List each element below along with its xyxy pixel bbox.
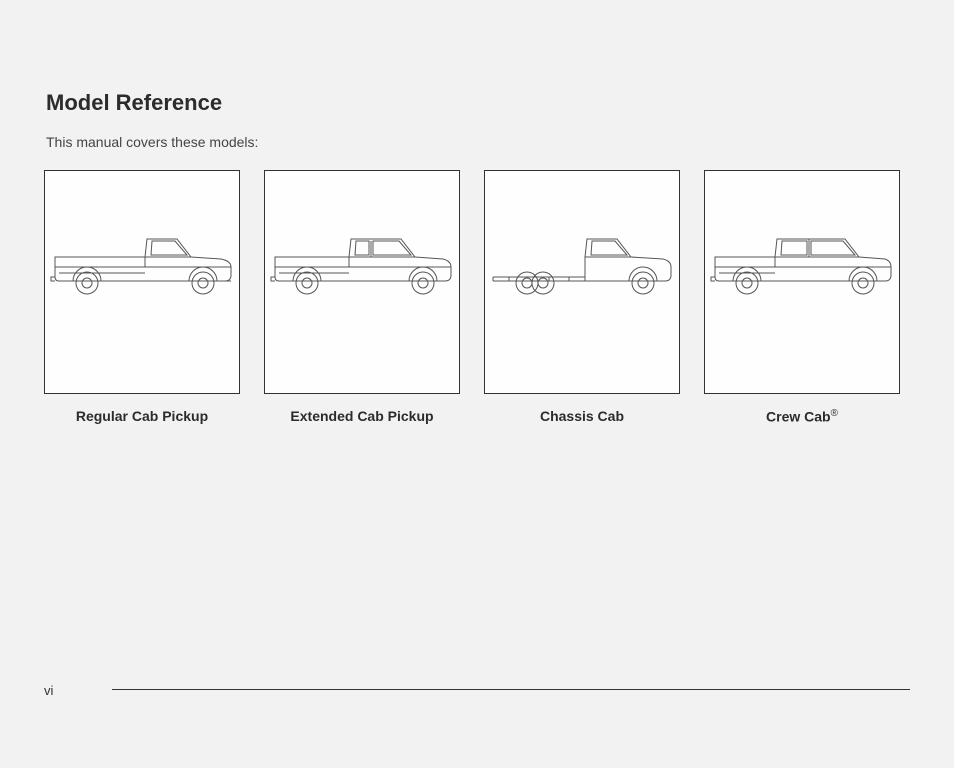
truck-crew-icon (709, 223, 897, 311)
model-figure-box (484, 170, 680, 394)
model-row: Regular Cab Pickup (44, 170, 910, 425)
page-subtitle: This manual covers these models: (46, 134, 910, 150)
model-figure-box (704, 170, 900, 394)
model-figure-box (44, 170, 240, 394)
model-caption: Crew Cab® (766, 408, 838, 425)
model-caption: Chassis Cab (540, 408, 624, 424)
manual-page: Model Reference This manual covers these… (0, 0, 954, 768)
truck-regular-icon (49, 223, 237, 311)
model-caption: Extended Cab Pickup (290, 408, 433, 424)
model-card-extended: Extended Cab Pickup (264, 170, 460, 424)
page-title: Model Reference (46, 90, 910, 116)
truck-chassis-icon (489, 223, 677, 311)
model-card-regular: Regular Cab Pickup (44, 170, 240, 424)
registered-mark: ® (831, 408, 838, 419)
model-caption: Regular Cab Pickup (76, 408, 208, 424)
caption-text: Crew Cab (766, 409, 831, 425)
caption-text: Extended Cab Pickup (290, 408, 433, 424)
model-card-chassis: Chassis Cab (484, 170, 680, 424)
caption-text: Chassis Cab (540, 408, 624, 424)
truck-extended-icon (269, 223, 457, 311)
caption-text: Regular Cab Pickup (76, 408, 208, 424)
page-number: vi (44, 683, 53, 698)
footer-rule (112, 689, 910, 690)
model-card-crew: Crew Cab® (704, 170, 900, 425)
model-figure-box (264, 170, 460, 394)
